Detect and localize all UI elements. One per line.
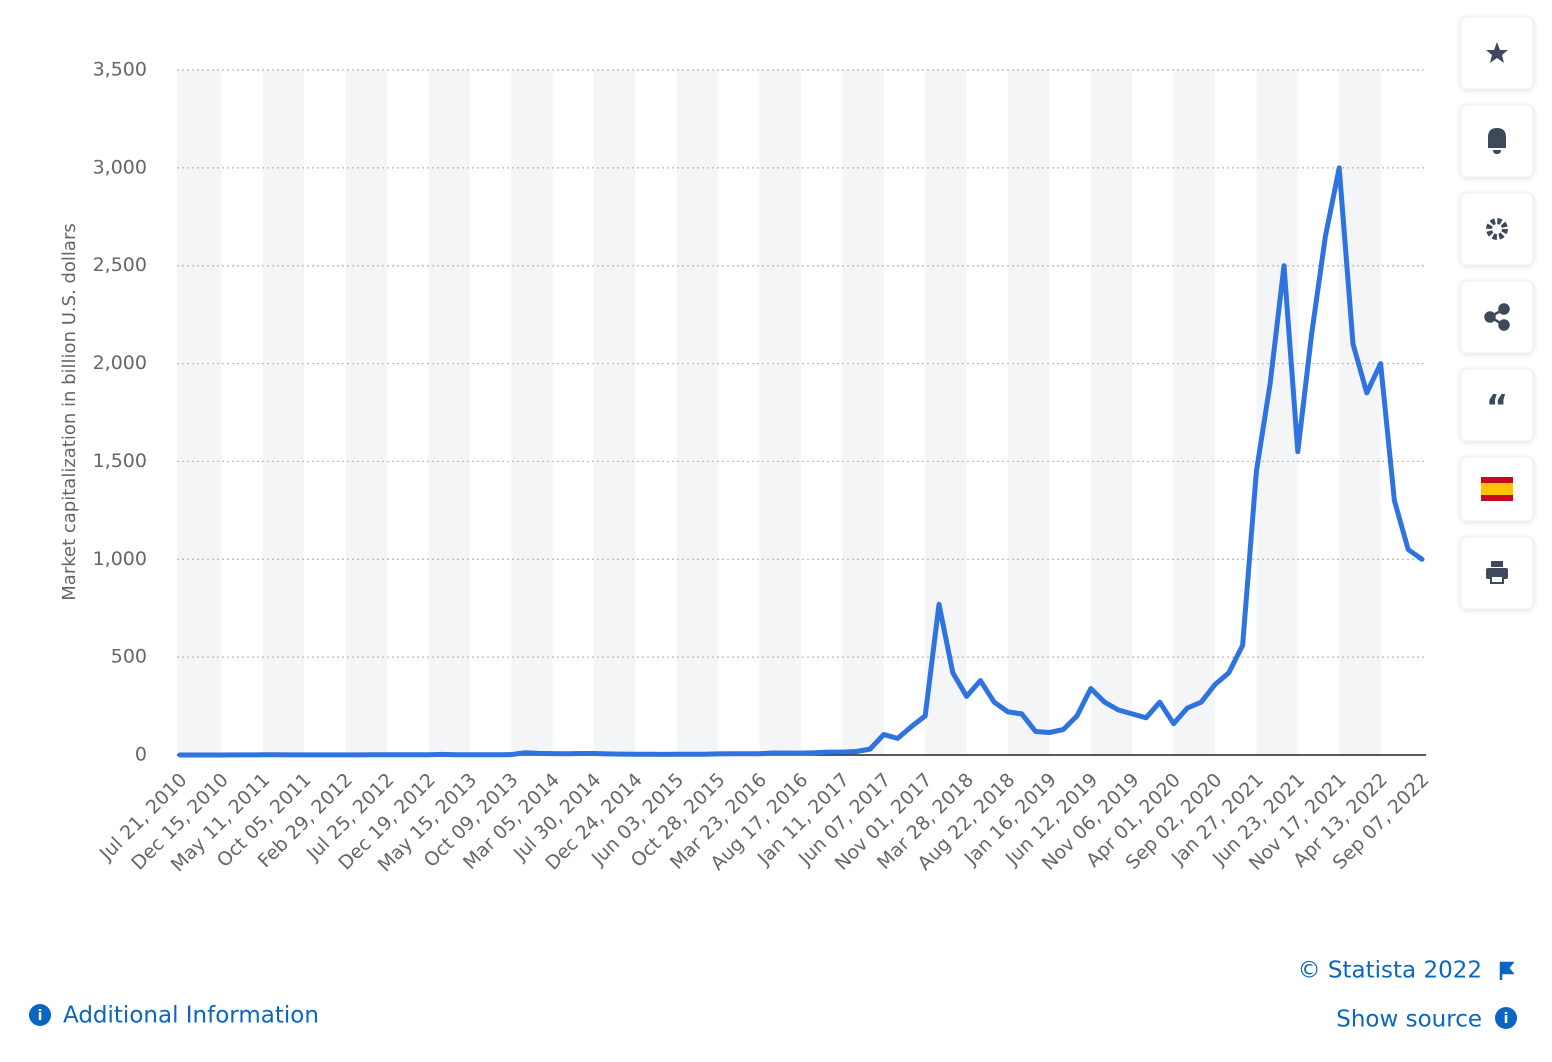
band: [1008, 70, 1050, 755]
flag-link-icon: [1499, 961, 1515, 980]
y-tick-label: 1,500: [93, 450, 147, 472]
bell-icon: [1488, 128, 1506, 154]
y-tick-label: 1,000: [93, 548, 147, 570]
band: [1256, 70, 1298, 755]
y-tick-label: 2,000: [93, 352, 147, 374]
band: [177, 70, 222, 755]
info-icon: [1495, 1007, 1517, 1029]
share-icon: [1484, 303, 1510, 331]
band: [759, 70, 801, 755]
show-source[interactable]: Show source: [1336, 1007, 1482, 1033]
share-button[interactable]: [1460, 280, 1534, 354]
band: [676, 70, 719, 755]
settings-button[interactable]: [1460, 192, 1534, 266]
bands: [177, 70, 1381, 755]
flag-icon: [1481, 477, 1513, 501]
band: [262, 70, 305, 755]
data-line: [177, 165, 1425, 758]
y-tick-label: 3,500: [93, 59, 147, 81]
band: [842, 70, 884, 755]
y-tick-label: 500: [111, 646, 147, 668]
cite-button[interactable]: [1460, 368, 1534, 442]
copyright[interactable]: © Statista 2022: [1298, 958, 1482, 984]
gear-icon: [1486, 218, 1508, 240]
print-icon: [1486, 561, 1508, 584]
quote-icon: “: [1486, 388, 1508, 428]
band: [594, 70, 636, 755]
info-i: i: [38, 1008, 43, 1024]
info-icon: [29, 1004, 51, 1026]
y-axis-title: Market capitalization in billion U.S. do…: [59, 223, 80, 600]
info-i: i: [1504, 1011, 1509, 1027]
y-tick-label: 0: [135, 744, 147, 766]
band: [511, 70, 553, 755]
band: [428, 70, 470, 755]
band: [345, 70, 387, 755]
star-icon: [1486, 42, 1508, 63]
band: [1173, 70, 1215, 755]
y-tick-label: 2,500: [93, 254, 147, 276]
sidebar: “: [1460, 16, 1534, 610]
band: [1090, 70, 1133, 755]
y-tick-label: 3,000: [93, 156, 147, 178]
additional-info[interactable]: Additional Information: [63, 1003, 319, 1029]
band: [1339, 70, 1381, 755]
